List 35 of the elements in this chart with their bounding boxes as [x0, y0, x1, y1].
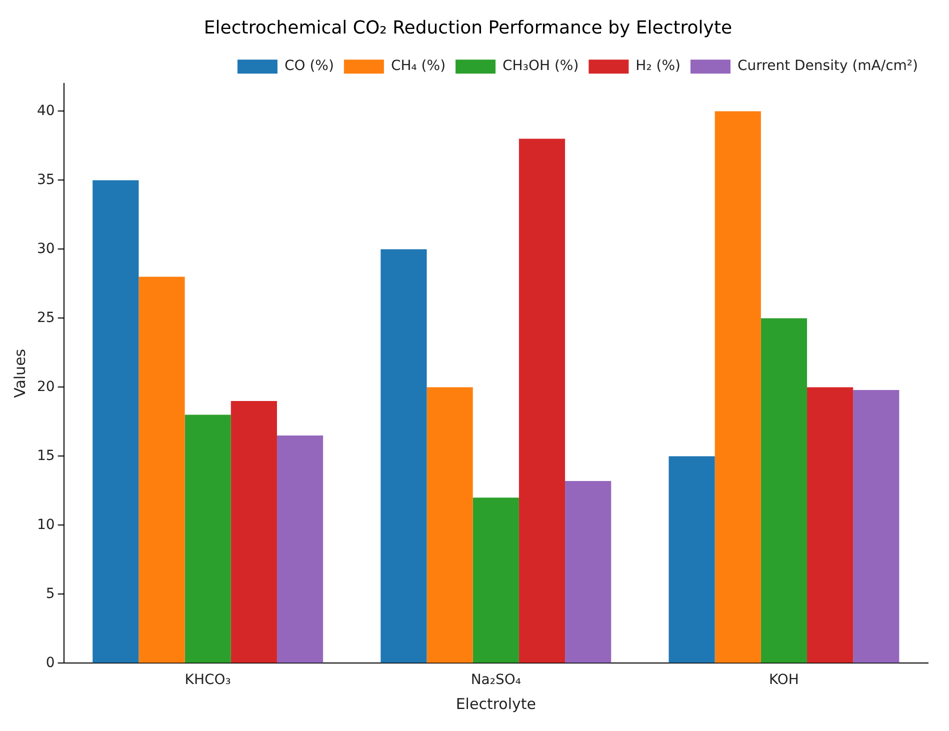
- y-tick-label: 35: [36, 172, 55, 188]
- bar: [668, 456, 715, 663]
- x-tick-label: KHCO₃: [184, 672, 231, 688]
- y-axis-title: Values: [10, 348, 29, 398]
- chart-title: Electrochemical CO₂ Reduction Performance by Electrolyte: [204, 17, 732, 38]
- y-tick-label: 0: [46, 654, 55, 671]
- x-tick-label: KOH: [768, 672, 799, 688]
- legend-label: CH₄ (%): [390, 58, 446, 74]
- legend-label: H₂ (%): [636, 58, 680, 74]
- y-tick-label: 15: [36, 448, 55, 464]
- bar: [472, 498, 519, 663]
- bar: [714, 111, 761, 663]
- bar: [92, 180, 139, 663]
- bar: [807, 387, 854, 663]
- bar: [230, 401, 277, 663]
- bar: [426, 387, 473, 663]
- bar: [853, 390, 900, 663]
- legend-label: CO (%): [284, 58, 334, 74]
- y-tick-label: 40: [36, 102, 55, 119]
- legend-label: Current Density (mA/cm²): [737, 58, 918, 74]
- y-tick-label: 30: [36, 240, 55, 257]
- legend-label: CH₃OH (%): [502, 58, 579, 74]
- bar: [380, 249, 427, 663]
- bar: [276, 436, 324, 663]
- y-tick-label: 10: [36, 516, 55, 533]
- bar: [184, 414, 231, 663]
- x-tick-label: Na₂SO₄: [470, 672, 522, 688]
- bar: [518, 138, 566, 663]
- y-tick-label: 5: [46, 586, 55, 602]
- y-tick-label: 25: [36, 310, 55, 326]
- y-tick-label: 20: [36, 378, 55, 395]
- bar: [760, 318, 808, 663]
- x-axis-title: Electrolyte: [456, 694, 536, 713]
- bar: [565, 481, 612, 663]
- bar: [138, 276, 185, 663]
